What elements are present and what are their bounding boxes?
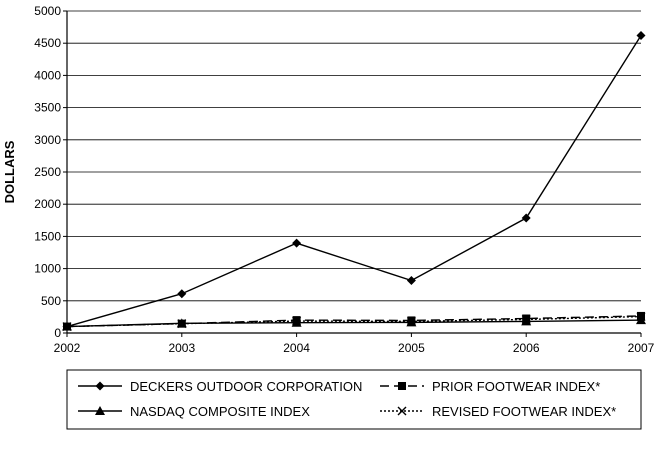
legend-marker <box>95 406 105 415</box>
legend-marker <box>398 382 406 390</box>
x-tick-label: 2005 <box>398 341 425 355</box>
series-line <box>66 319 642 328</box>
data-point <box>406 316 416 326</box>
y-tick-label: 1000 <box>34 262 61 276</box>
axes <box>63 10 642 337</box>
x-tick-label: 2003 <box>168 341 195 355</box>
legend-label: REVISED FOOTWEAR INDEX* <box>432 404 616 419</box>
legend-label: NASDAQ COMPOSITE INDEX <box>130 404 310 419</box>
x-tick-label: 2006 <box>513 341 540 355</box>
x-tick-label: 2002 <box>54 341 81 355</box>
y-tick-label: 2000 <box>34 197 61 211</box>
legend-label: DECKERS OUTDOOR CORPORATION <box>130 379 362 394</box>
legend-entry-3: PRIOR FOOTWEAR INDEX* <box>380 379 600 394</box>
data-point <box>177 319 187 329</box>
series-line <box>66 35 642 328</box>
y-tick-label: 4500 <box>34 36 61 50</box>
x-tick-label: 2007 <box>628 341 654 355</box>
y-tick-label: 3500 <box>34 101 61 115</box>
y-axis-label: DOLLARS <box>2 140 17 203</box>
y-tick-label: 4000 <box>34 68 61 82</box>
y-tick-label: 0 <box>54 326 61 340</box>
y-tick-labels: 0 500 1000 1500 2000 2500 3000 3500 4000 4500 5000 <box>34 4 61 340</box>
y-tick-label: 3000 <box>34 133 61 147</box>
data-point <box>521 314 531 324</box>
data-point <box>636 30 646 40</box>
data-point <box>521 213 531 223</box>
legend-entry-4: REVISED FOOTWEAR INDEX* <box>380 404 616 419</box>
y-tick-label: 1500 <box>34 229 61 243</box>
data-point <box>292 316 302 326</box>
y-tick-label: 5000 <box>34 4 61 18</box>
series-1 <box>62 30 646 332</box>
series-group <box>62 30 646 332</box>
data-point <box>177 289 187 299</box>
legend-box <box>66 369 642 430</box>
data-point <box>636 312 646 322</box>
legend-marker <box>397 406 407 416</box>
x-tick-labels: 2002 2003 2004 2005 2006 2007 <box>54 341 654 355</box>
legend-entry-2: NASDAQ COMPOSITE INDEX <box>78 404 310 419</box>
legend-entry-1: DECKERS OUTDOOR CORPORATION <box>78 379 362 394</box>
x-tick-label: 2004 <box>283 341 310 355</box>
data-point <box>406 276 416 286</box>
series-line <box>66 315 642 328</box>
y-tick-label: 2500 <box>34 165 61 179</box>
legend: DECKERS OUTDOOR CORPORATION NASDAQ COMPOS… <box>66 369 642 430</box>
grid-lines <box>67 10 641 302</box>
y-tick-label: 500 <box>41 294 61 308</box>
legend-marker <box>95 381 105 391</box>
data-point <box>292 238 302 248</box>
legend-label: PRIOR FOOTWEAR INDEX* <box>432 379 600 394</box>
